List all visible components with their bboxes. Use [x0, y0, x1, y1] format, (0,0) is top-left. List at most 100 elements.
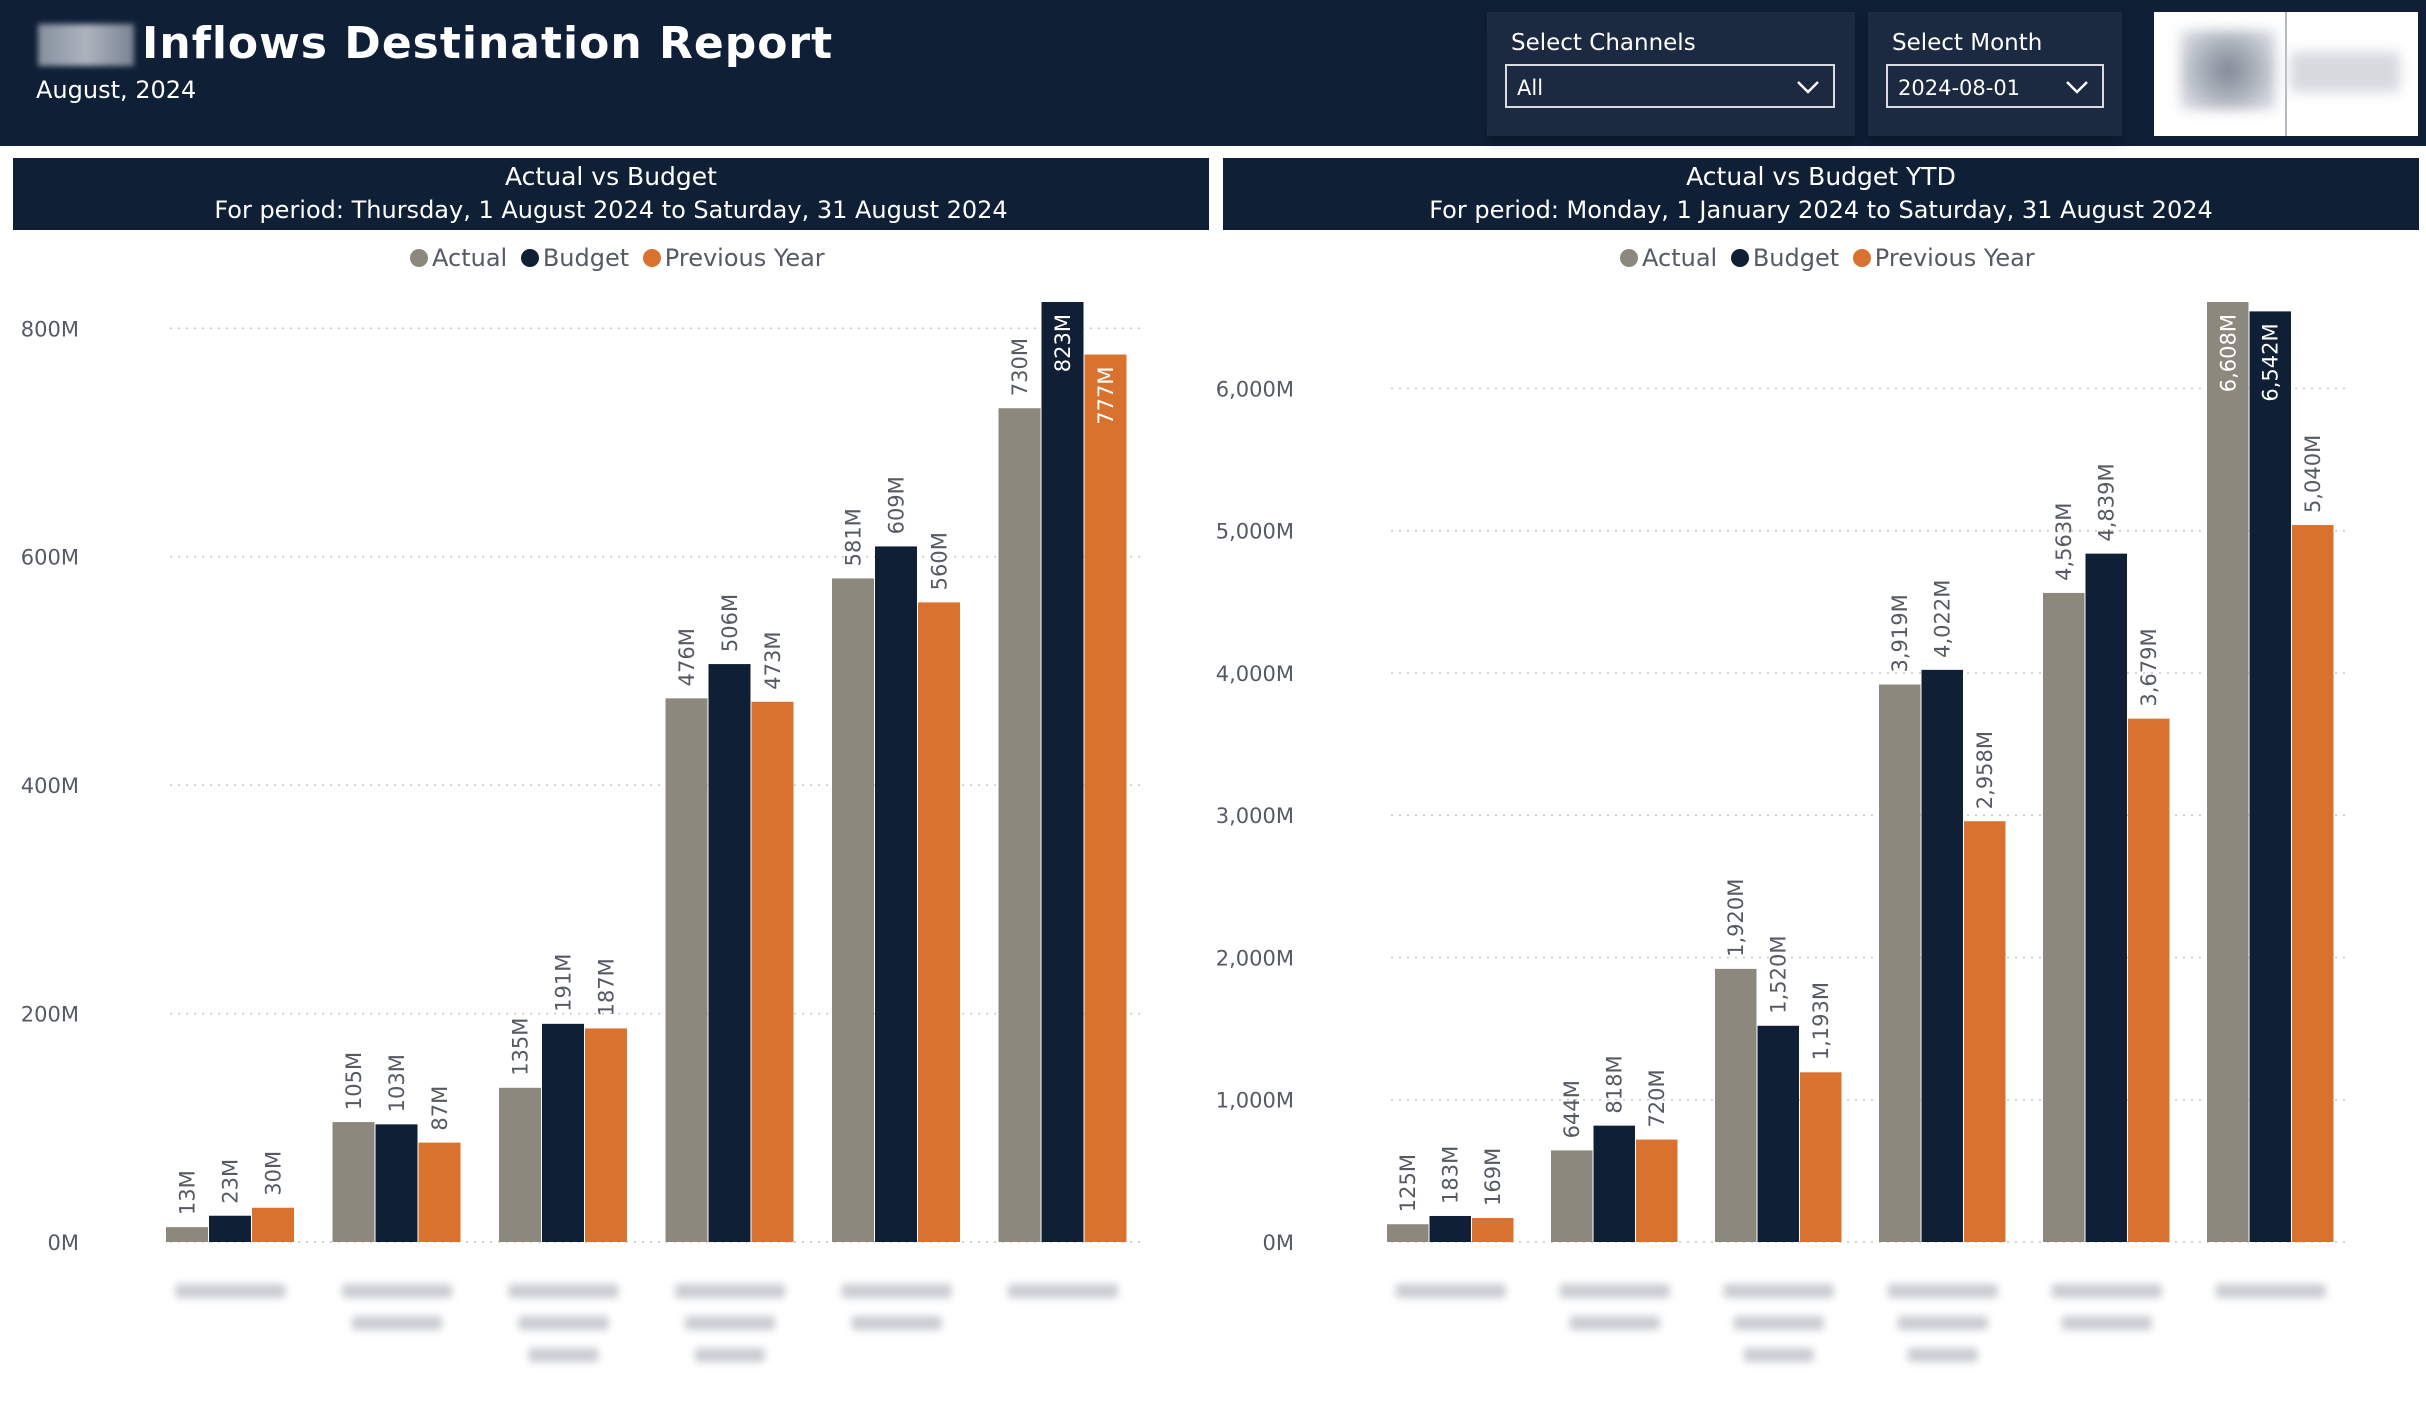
brand-logo-text — [2290, 52, 2400, 92]
data-label: 87M — [428, 1086, 452, 1131]
bar-actual[interactable] — [2207, 302, 2249, 1242]
legend-label: Previous Year — [664, 244, 825, 272]
category-label-redacted — [695, 1348, 765, 1362]
bar-budget[interactable] — [1921, 669, 1964, 1242]
bar-previous-year[interactable] — [2128, 718, 2170, 1242]
category-label-redacted — [2215, 1284, 2326, 1298]
y-tick-label: 600M — [21, 546, 79, 570]
bar-budget[interactable] — [875, 546, 917, 1242]
bar-budget[interactable] — [2085, 553, 2128, 1242]
data-label: 5,040M — [2301, 435, 2325, 513]
bar-previous-year[interactable] — [585, 1028, 627, 1242]
y-tick-label: 6,000M — [1216, 377, 1294, 401]
brand-logo-panel — [2154, 12, 2418, 136]
bar-actual[interactable] — [499, 1087, 541, 1242]
bar-previous-year[interactable] — [1800, 1072, 1842, 1242]
bar-budget[interactable] — [2249, 311, 2292, 1242]
bar-previous-year[interactable] — [252, 1207, 294, 1242]
report-title: Inflows Destination Report — [142, 18, 834, 69]
bar-previous-year[interactable] — [1636, 1139, 1678, 1242]
bar-previous-year[interactable] — [751, 701, 794, 1242]
bar-budget[interactable] — [542, 1023, 584, 1242]
category-label-redacted — [1559, 1284, 1670, 1298]
channels-slicer: Select Channels All — [1487, 12, 1855, 136]
data-label: 135M — [509, 1018, 533, 1076]
data-label: 191M — [552, 954, 576, 1012]
category-label-redacted — [2061, 1316, 2152, 1330]
data-label: 187M — [595, 958, 619, 1016]
bar-budget[interactable] — [1593, 1125, 1636, 1242]
y-tick-label: 200M — [21, 1003, 79, 1027]
bar-previous-year[interactable] — [1964, 821, 2006, 1242]
bar-budget[interactable] — [1429, 1215, 1472, 1242]
category-label-redacted — [175, 1284, 286, 1298]
data-label: 1,920M — [1724, 879, 1748, 957]
right-chart-period: For period: Monday, 1 January 2024 to Sa… — [1429, 196, 2213, 224]
bar-actual[interactable] — [1551, 1150, 1593, 1242]
y-tick-label: 0M — [1263, 1231, 1294, 1255]
legend-item-budget[interactable]: Budget — [1730, 244, 1839, 272]
bar-actual[interactable] — [332, 1122, 375, 1242]
channels-dropdown-value: All — [1517, 76, 1544, 100]
bar-budget[interactable] — [1041, 302, 1084, 1242]
company-logo — [38, 24, 134, 66]
bar-actual[interactable] — [1387, 1224, 1429, 1242]
channels-dropdown[interactable]: All — [1505, 64, 1835, 108]
category-label-redacted — [2051, 1284, 2162, 1298]
left-chart-legend[interactable]: Actual Budget Previous Year — [410, 244, 831, 276]
bar-previous-year[interactable] — [1084, 354, 1127, 1242]
bar-budget[interactable] — [1757, 1025, 1800, 1242]
legend-dot — [410, 249, 428, 267]
bar-previous-year[interactable] — [418, 1142, 461, 1242]
bar-previous-year[interactable] — [1472, 1217, 1514, 1242]
bar-budget[interactable] — [708, 664, 751, 1242]
bar-previous-year[interactable] — [918, 602, 960, 1242]
legend-item-previous-year[interactable]: Previous Year — [1852, 244, 2035, 272]
right-bar-chart[interactable]: 0M 1,000M 2,000M 3,000M 4,000M 5,000M 6,000M 12… — [1212, 290, 2426, 1410]
bar-actual[interactable] — [1879, 684, 1921, 1242]
data-label: 183M — [1439, 1146, 1463, 1204]
category-label-redacted — [518, 1316, 609, 1330]
category-label-redacted — [342, 1284, 452, 1298]
legend-dot — [642, 249, 661, 267]
bar-actual[interactable] — [1715, 968, 1757, 1242]
legend-item-budget[interactable]: Budget — [520, 244, 629, 272]
right-chart-header: Actual vs Budget YTD For period: Monday,… — [1223, 158, 2419, 230]
data-label: 777M — [1094, 367, 1118, 425]
y-tick-label: 0M — [48, 1231, 79, 1255]
left-bar-chart[interactable]: 0M 200M 400M 600M 800M 13M 23M 30M 105M 103M 87M 13… — [0, 290, 1212, 1410]
right-chart-title: Actual vs Budget YTD — [1686, 162, 1956, 191]
legend-item-actual[interactable]: Actual — [1620, 244, 1717, 272]
bar-budget[interactable] — [375, 1124, 418, 1242]
data-label: 644M — [1560, 1080, 1584, 1138]
left-chart-title: Actual vs Budget — [505, 162, 717, 191]
chevron-down-icon — [2066, 81, 2088, 94]
month-dropdown[interactable]: 2024-08-01 — [1886, 64, 2104, 108]
legend-item-previous-year[interactable]: Previous Year — [642, 244, 825, 272]
category-label-redacted — [675, 1284, 785, 1298]
category-label-redacted — [1723, 1284, 1834, 1298]
bar-actual[interactable] — [2043, 592, 2085, 1242]
bar-actual[interactable] — [166, 1227, 208, 1242]
bar-actual[interactable] — [832, 578, 874, 1242]
data-label: 730M — [1008, 338, 1032, 396]
bar-actual[interactable] — [665, 698, 708, 1242]
data-label: 3,919M — [1888, 594, 1912, 672]
bar-budget[interactable] — [209, 1215, 251, 1242]
data-label: 818M — [1603, 1055, 1627, 1113]
bar-actual[interactable] — [998, 408, 1041, 1242]
category-label-redacted — [1887, 1284, 1998, 1298]
category-label-redacted — [528, 1348, 599, 1362]
bar-previous-year[interactable] — [2292, 525, 2334, 1242]
data-label: 473M — [761, 632, 785, 690]
data-label: 609M — [885, 476, 909, 534]
data-label: 13M — [176, 1170, 200, 1215]
category-label-redacted — [1897, 1316, 1988, 1330]
data-label: 2,958M — [1973, 731, 1997, 809]
y-tick-label: 4,000M — [1216, 662, 1294, 686]
data-label: 6,542M — [2259, 323, 2283, 401]
legend-item-actual[interactable]: Actual — [410, 244, 507, 272]
category-label-redacted — [352, 1316, 442, 1330]
right-chart-legend[interactable]: Actual Budget Previous Year — [1620, 244, 2041, 276]
data-label: 1,193M — [1809, 982, 1833, 1060]
